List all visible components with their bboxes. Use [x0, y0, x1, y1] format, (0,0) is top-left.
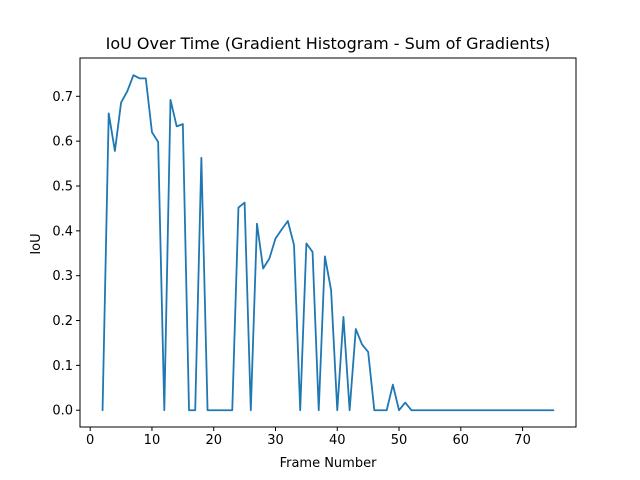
x-tick-label: 60 — [453, 433, 470, 448]
plot-area: 0 10 20 30 40 50 60 70 0.0 0.1 0.2 0.3 0.4 0.5 0.6 0.7 — [52, 57, 577, 448]
y-tick-label: 0.0 — [52, 404, 73, 419]
plot-frame — [79, 57, 577, 428]
x-tick-label: 30 — [267, 433, 284, 448]
x-tick-label: 0 — [86, 433, 94, 448]
y-tick-label: 0.7 — [52, 90, 73, 105]
x-tick-label: 70 — [514, 433, 531, 448]
y-tick-label: 0.6 — [52, 135, 73, 150]
y-tick-label: 0.5 — [52, 179, 73, 194]
y-tick-label: 0.2 — [52, 314, 73, 329]
y-tick-label: 0.4 — [52, 224, 73, 239]
x-axis-label: Frame Number — [280, 456, 378, 471]
x-tick-label: 50 — [391, 433, 408, 448]
series-line-0 — [101, 74, 555, 412]
x-tick-label: 10 — [144, 433, 161, 448]
y-tick-label: 0.3 — [52, 269, 73, 284]
x-tick-label: 20 — [205, 433, 222, 448]
x-tick-label: 40 — [329, 433, 346, 448]
y-axis-label: IoU — [29, 233, 44, 254]
y-tick-label: 0.1 — [52, 359, 73, 374]
chart-title: IoU Over Time (Gradient Histogram - Sum … — [106, 34, 551, 53]
